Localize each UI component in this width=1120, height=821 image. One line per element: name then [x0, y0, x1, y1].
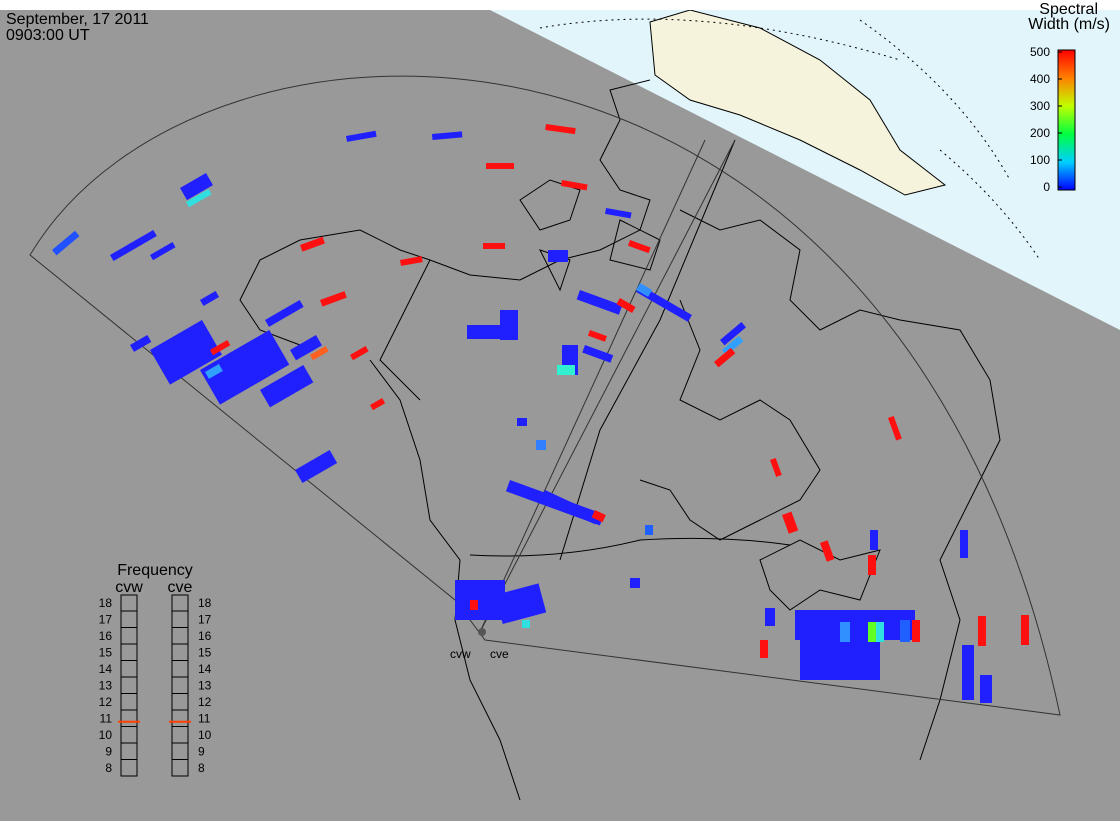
site-label: cvw [450, 647, 471, 661]
frequency-tick-label: 12 [198, 695, 212, 709]
frequency-tick-label: 16 [99, 629, 113, 643]
frequency-tick-label: 12 [99, 695, 113, 709]
radar-cells [52, 123, 1029, 703]
frequency-tick-label: 14 [99, 662, 113, 676]
beam-boundary [479, 139, 706, 633]
beam-boundary [479, 139, 736, 633]
latitude-circles [539, 18, 1041, 261]
frequency-tick-label: 16 [198, 629, 212, 643]
frequency-tick-label: 13 [99, 679, 113, 693]
frequency-tick-label: 11 [100, 712, 113, 726]
frequency-tick-label: 17 [198, 613, 212, 627]
frequency-tick-label: 9 [198, 745, 205, 759]
time: 0903:00 UT [6, 27, 90, 44]
frequency-tick-label: 14 [198, 662, 212, 676]
frequency-radar: cve [168, 579, 193, 596]
frequency-tick-label: 11 [198, 712, 211, 726]
frequency-tick-label: 10 [198, 728, 212, 742]
frequency-radar: cvw [115, 579, 143, 596]
colorbar-tick-label: 200 [1030, 126, 1050, 140]
frequency-tick-label: 17 [99, 613, 113, 627]
frequency-tick-label: 13 [198, 679, 212, 693]
frequency-tick-label: 8 [198, 761, 205, 775]
frequency-tick-label: 15 [99, 646, 113, 660]
frequency-tick-label: 10 [99, 728, 113, 742]
date: September, 17 2011 [6, 11, 149, 28]
radar-fan [29, 75, 1061, 716]
frequency-tick-label: 8 [105, 761, 112, 775]
colorbar-title: Width (m/s) [1028, 16, 1110, 33]
colorbar-tick-label: 400 [1030, 72, 1050, 86]
colorbar-title: Spectral [1039, 1, 1098, 18]
radar-site [478, 628, 486, 636]
colorbar [1057, 49, 1076, 191]
frequency-tick-label: 9 [105, 745, 112, 759]
colorbar-tick-label: 0 [1043, 180, 1050, 194]
frequency-tick-label: 18 [99, 596, 113, 610]
top-band [0, 0, 1120, 10]
greenland [649, 9, 947, 196]
frequency-tick-label: 18 [198, 596, 212, 610]
site-label: cve [490, 647, 509, 661]
frequency-title: Frequency [117, 562, 193, 579]
colorbar-tick-label: 300 [1030, 99, 1050, 113]
colorbar-tick-label: 100 [1030, 153, 1050, 167]
colorbar-tick-label: 500 [1030, 45, 1050, 59]
frequency-tick-label: 15 [198, 646, 212, 660]
